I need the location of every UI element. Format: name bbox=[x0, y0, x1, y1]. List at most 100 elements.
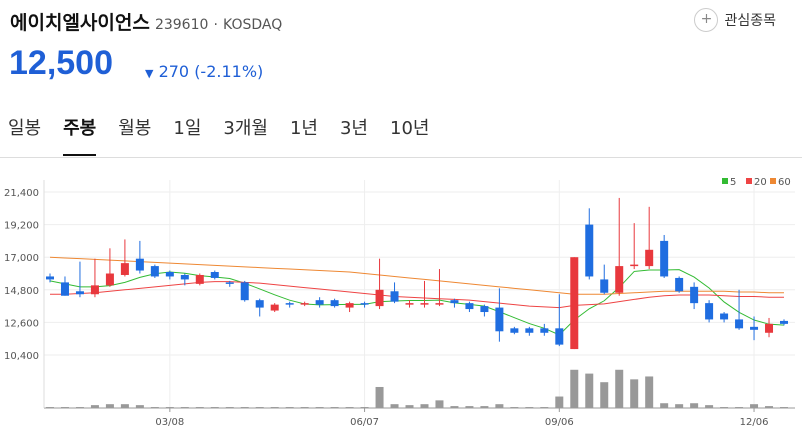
volume-bar bbox=[390, 404, 399, 408]
candle-body bbox=[75, 291, 84, 295]
candle-body bbox=[585, 224, 594, 277]
candle-body bbox=[345, 303, 354, 308]
change-value: 270 (-2.11%) bbox=[158, 62, 264, 81]
volume-bar bbox=[150, 407, 159, 408]
candle-body bbox=[60, 282, 69, 296]
ma-line bbox=[50, 281, 784, 309]
tab[interactable]: 3년 bbox=[339, 118, 368, 139]
down-arrow: ▼ bbox=[145, 67, 154, 80]
volume-bar bbox=[46, 407, 54, 408]
candle-body bbox=[555, 328, 564, 345]
y-tick-label: 10,400 bbox=[4, 351, 39, 362]
volume-bar bbox=[750, 404, 759, 408]
plus-icon: + bbox=[694, 8, 719, 32]
candle-body bbox=[285, 303, 294, 305]
volume-bar bbox=[285, 407, 294, 408]
volume-bar bbox=[600, 382, 609, 408]
tab[interactable]: 월봉 bbox=[118, 118, 152, 139]
volume-bar bbox=[405, 405, 414, 408]
legend-label: 5 bbox=[730, 177, 736, 188]
volume-bar bbox=[255, 407, 264, 408]
candle-body bbox=[360, 303, 369, 305]
candle-body bbox=[660, 240, 669, 277]
header: 에이치엘사이언스 239610 · KOSDAQ bbox=[10, 8, 282, 35]
candle-body bbox=[195, 274, 204, 284]
candle-body bbox=[675, 277, 684, 292]
volume-bar bbox=[510, 407, 519, 408]
candle-body bbox=[375, 289, 384, 307]
volume-bar bbox=[690, 403, 699, 408]
candle-body bbox=[705, 303, 714, 320]
y-tick-label: 19,200 bbox=[4, 221, 39, 232]
volume-bar bbox=[180, 407, 189, 408]
candle-body bbox=[270, 304, 279, 311]
volume-bar bbox=[675, 404, 684, 408]
candle-body bbox=[330, 300, 339, 307]
candle-body bbox=[495, 307, 504, 332]
x-tick-label: 09/06 bbox=[545, 417, 574, 428]
candle-body bbox=[135, 258, 144, 271]
candle-body bbox=[390, 291, 399, 302]
price: 12,500 bbox=[9, 44, 113, 82]
candle-body bbox=[615, 266, 624, 293]
volume-bar bbox=[465, 406, 474, 408]
tab[interactable]: 주봉 bbox=[63, 114, 97, 156]
candle-body bbox=[165, 272, 174, 277]
y-tick-label: 17,000 bbox=[4, 253, 39, 264]
tab[interactable]: 일봉 bbox=[8, 118, 42, 139]
volume-bar bbox=[615, 369, 624, 408]
candle-body bbox=[150, 266, 159, 277]
legend-label: 20 bbox=[754, 177, 767, 188]
candle-body bbox=[720, 313, 729, 320]
volume-bar bbox=[645, 376, 654, 408]
candle-body bbox=[450, 300, 459, 304]
candle-body bbox=[525, 328, 534, 333]
volume-bar bbox=[135, 405, 144, 408]
volume-bar bbox=[735, 407, 744, 408]
tab[interactable]: 1일 bbox=[173, 118, 202, 139]
tab[interactable]: 3개월 bbox=[223, 118, 268, 139]
y-tick-label: 14,800 bbox=[4, 286, 39, 297]
volume-bar bbox=[360, 407, 369, 408]
volume-bar bbox=[315, 407, 324, 408]
volume-bar bbox=[525, 407, 534, 408]
candle-body bbox=[240, 282, 249, 301]
volume-bar bbox=[345, 407, 354, 408]
separator: · bbox=[213, 17, 218, 33]
candle-body bbox=[480, 306, 489, 313]
watch-label: 관심종목 bbox=[724, 13, 776, 29]
legend-swatch bbox=[770, 178, 776, 184]
candle-body bbox=[120, 263, 129, 275]
volume-bar bbox=[240, 407, 249, 408]
candle-body bbox=[90, 285, 99, 295]
watch-button[interactable]: + 관심종목 bbox=[694, 8, 776, 32]
volume-bar bbox=[435, 400, 444, 408]
volume-bar bbox=[105, 404, 114, 408]
volume-bar bbox=[195, 407, 204, 408]
candle-body bbox=[225, 282, 234, 284]
volume-bar bbox=[540, 407, 549, 408]
x-tick-label: 06/07 bbox=[350, 417, 379, 428]
candle-body bbox=[540, 328, 549, 333]
volume-bar bbox=[165, 407, 174, 408]
volume-bar bbox=[480, 406, 489, 408]
volume-bar bbox=[765, 406, 774, 408]
candle-body bbox=[690, 286, 699, 304]
candle-body bbox=[750, 326, 759, 330]
volume-bar bbox=[75, 407, 84, 408]
volume-bar bbox=[375, 386, 384, 408]
candle-body bbox=[420, 303, 429, 305]
tab[interactable]: 1년 bbox=[289, 118, 318, 139]
tab[interactable]: 10년 bbox=[390, 118, 430, 139]
candle-body bbox=[645, 249, 654, 267]
candle-body bbox=[435, 303, 444, 305]
candle-body bbox=[210, 272, 219, 278]
stock-code: 239610 bbox=[154, 17, 209, 33]
volume-bar bbox=[210, 407, 219, 408]
volume-bar bbox=[630, 379, 639, 408]
x-tick-label: 12/06 bbox=[740, 417, 769, 428]
volume-bar bbox=[330, 407, 339, 408]
volume-bar bbox=[60, 407, 69, 408]
